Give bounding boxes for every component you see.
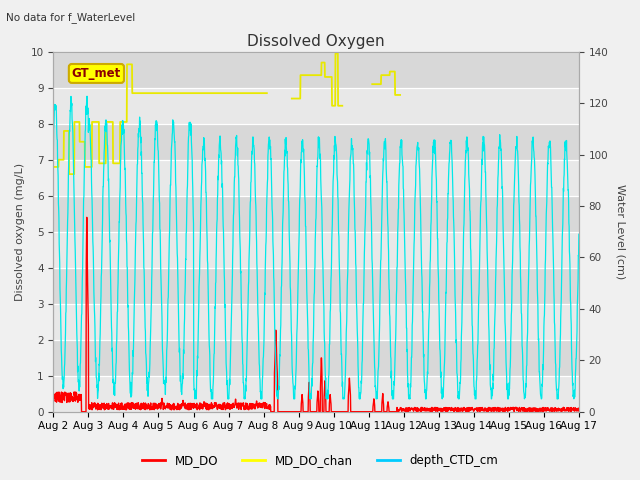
Bar — [53, 124, 579, 160]
Bar — [53, 376, 579, 412]
Text: No data for f_WaterLevel: No data for f_WaterLevel — [6, 12, 136, 23]
Text: GT_met: GT_met — [72, 67, 121, 80]
Bar — [53, 160, 579, 196]
Legend: MD_DO, MD_DO_chan, depth_CTD_cm: MD_DO, MD_DO_chan, depth_CTD_cm — [137, 449, 503, 472]
Bar — [53, 196, 579, 232]
Bar — [53, 304, 579, 340]
Bar — [53, 52, 579, 88]
Title: Dissolved Oxygen: Dissolved Oxygen — [247, 34, 385, 49]
Bar — [53, 340, 579, 376]
Bar — [53, 268, 579, 304]
Bar — [53, 232, 579, 268]
Y-axis label: Water Level (cm): Water Level (cm) — [615, 184, 625, 279]
Bar — [53, 88, 579, 124]
Y-axis label: Dissolved oxygen (mg/L): Dissolved oxygen (mg/L) — [15, 163, 25, 301]
